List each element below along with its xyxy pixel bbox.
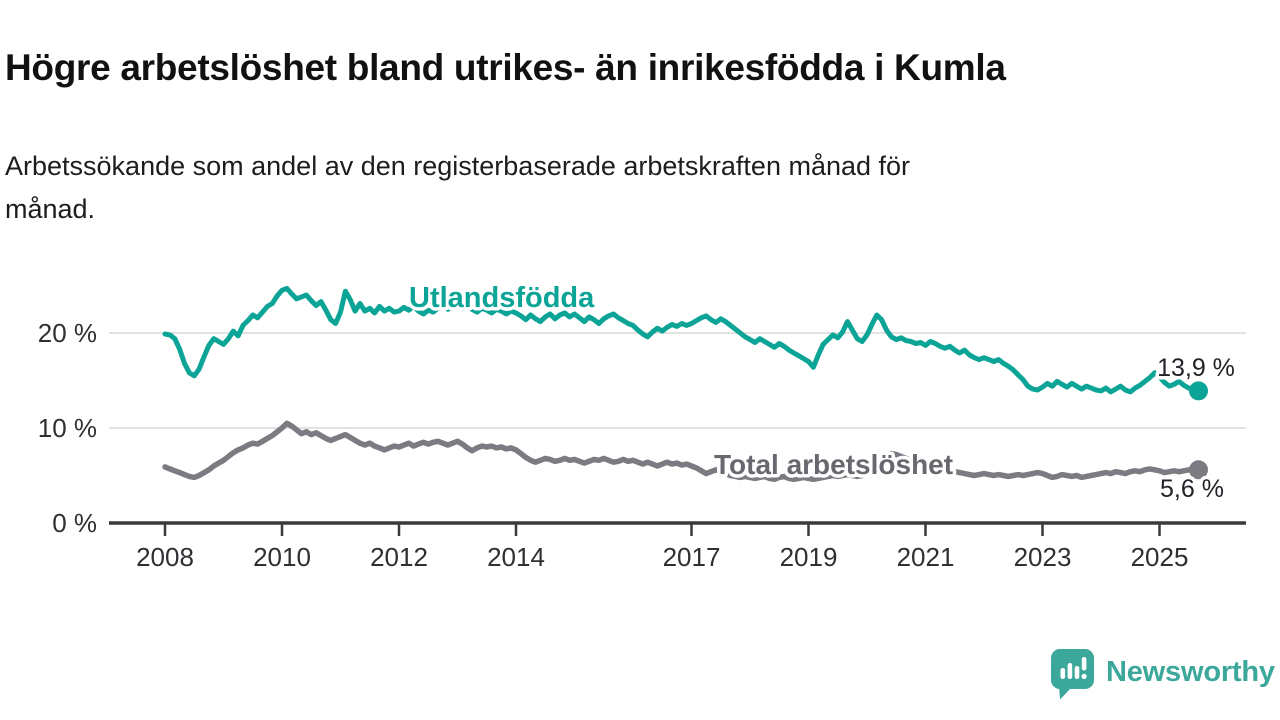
x-tick-label-2021: 2021 xyxy=(897,542,955,572)
chart-title: Högre arbetslöshet bland utrikes- än inr… xyxy=(5,46,1006,88)
x-tick-label-2017: 2017 xyxy=(663,542,721,572)
line-utlandsfodda xyxy=(162,285,1201,395)
y-tick-label-0: 0 % xyxy=(52,508,97,538)
newsworthy-bubble-icon xyxy=(1051,649,1094,700)
x-tick-label-2023: 2023 xyxy=(1014,542,1072,572)
end-value-label-utlandsfodda: 13,9 % xyxy=(1157,354,1235,382)
chart-subtitle: Arbetssökande som andel av den registerb… xyxy=(5,151,911,224)
y-tick-label-10: 10 % xyxy=(38,413,97,443)
y-tick-label-20: 20 % xyxy=(38,318,97,348)
x-tick-label-2025: 2025 xyxy=(1131,542,1189,572)
series-label-utlandsfodda: Utlandsfödda xyxy=(409,282,595,314)
end-dot-utlandsfodda xyxy=(1189,381,1208,401)
newsworthy-wordmark: Newsworthy xyxy=(1106,656,1275,688)
end-value-label-total-arbetsloshet: 5,6 % xyxy=(1160,475,1224,503)
x-tick-label-2012: 2012 xyxy=(370,542,428,572)
series-label-total-arbetsloshet: Total arbetslöshet xyxy=(714,449,953,480)
x-tick-label-2008: 2008 xyxy=(136,542,194,572)
line-total-arbetsloshet xyxy=(162,420,1202,483)
x-tick-label-2010: 2010 xyxy=(253,542,311,572)
newsworthy-logo: Newsworthy xyxy=(1050,648,1276,708)
x-tick-label-2014: 2014 xyxy=(487,542,545,572)
x-tick-label-2019: 2019 xyxy=(780,542,838,572)
end-dot-total-arbetsloshet xyxy=(1189,460,1208,480)
